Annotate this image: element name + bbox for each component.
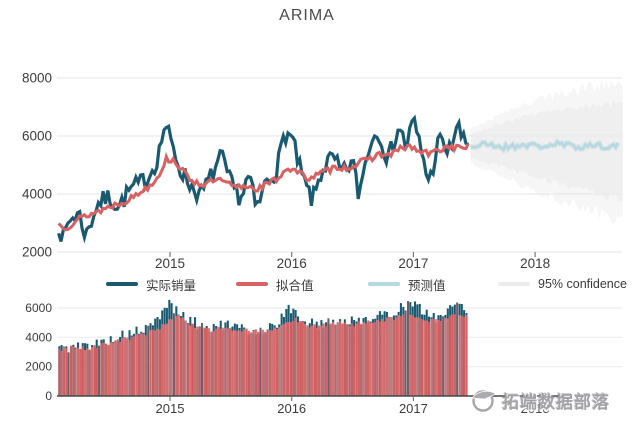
bottom-x-tick-label: 2016 [277, 401, 306, 416]
legend-label-fitted: 拟合值 [276, 278, 314, 293]
watermark-text: 拓端数据部落 [502, 392, 610, 412]
legend-item-forecast: 预测值 [368, 277, 446, 293]
fitted-bars [58, 314, 468, 396]
tecdat-logo-icon [471, 390, 497, 412]
main-x-tick-label: 2017 [398, 256, 428, 271]
fitted-series-line [57, 142, 470, 232]
bottom-y-tick-label: 0 [45, 389, 52, 403]
main-x-tick-label: 2016 [277, 256, 307, 271]
forecast-series-line-core [470, 140, 620, 152]
bottom-x-tick-label: 2017 [399, 401, 428, 416]
main-y-tick-label: 6000 [22, 129, 52, 144]
legend-item-confidence: 95% confidence [498, 277, 627, 291]
confidence-band-inner [470, 99, 623, 202]
bottom-x-tick-label: 2015 [156, 401, 185, 416]
legend-label-forecast: 预测值 [408, 278, 446, 293]
legend-swatch-fitted [236, 282, 268, 286]
main-x-tick-label: 2015 [155, 256, 185, 271]
bottom-bar-chart: 0 2000 4000 6000 2015 2016 2017 2018 [25, 299, 622, 416]
legend-item-fitted: 拟合值 [236, 277, 314, 293]
bottom-x-tick-label: 2018 [521, 401, 550, 416]
watermark: 拓端数据部落 [468, 379, 640, 421]
legend-label-confidence: 95% confidence [538, 277, 627, 291]
main-y-tick-label: 4000 [22, 187, 52, 202]
legend-swatch-confidence [498, 282, 530, 286]
chart-title: ARIMA [279, 7, 335, 24]
legend-label-actual: 实际销量 [146, 278, 197, 293]
bottom-y-tick-label: 6000 [25, 301, 52, 315]
main-y-tick-label: 2000 [22, 245, 52, 260]
main-x-tick-label: 2018 [520, 256, 550, 271]
legend-item-actual: 实际销量 [106, 277, 197, 293]
legend-swatch-forecast [368, 282, 400, 286]
main-y-tick-label: 8000 [22, 71, 52, 86]
legend-swatch-actual [106, 282, 138, 286]
main-chart: 2000 4000 6000 8000 2015 2016 2017 2018 [22, 71, 623, 271]
bottom-y-tick-label: 4000 [25, 330, 52, 344]
chart-legend: 实际销量 拟合值 预测值 95% confidence [0, 277, 640, 293]
bottom-y-tick-label: 2000 [25, 360, 52, 374]
